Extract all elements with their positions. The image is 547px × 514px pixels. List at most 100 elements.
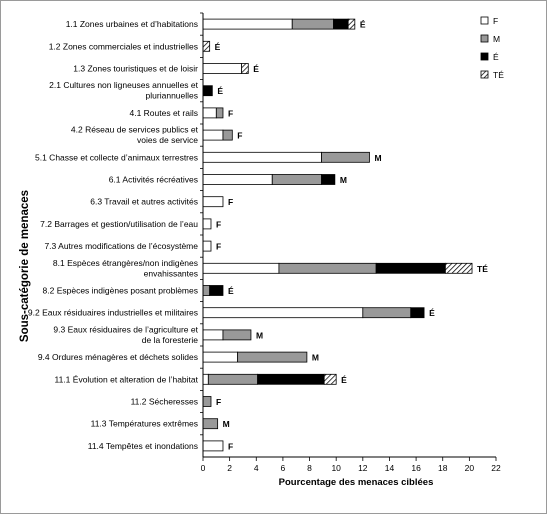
bar-label: É	[253, 64, 259, 74]
x-tick-label: 6	[281, 463, 286, 473]
legend-swatch-M	[480, 34, 489, 43]
category-label: 1.3 Zones touristiques et de loisir	[73, 64, 198, 74]
bar-segment-TÉ	[323, 373, 337, 385]
legend: FMÉ TÉ	[480, 16, 504, 80]
bar-segment-M	[362, 307, 412, 319]
bar-segment-É	[375, 262, 446, 274]
x-tick-label: 12	[358, 463, 368, 473]
category-label: 8.2 Espèces indigènes posant problèmes	[43, 286, 198, 296]
category-label: 1.1 Zones urbaines et d’habitations	[66, 19, 198, 29]
x-tick-label: 2	[227, 463, 232, 473]
bar-segment-F	[202, 262, 280, 274]
category-label: 6.3 Travail et autres activités	[90, 197, 198, 207]
x-tick-label: 18	[438, 463, 448, 473]
legend-swatch-TÉ	[480, 70, 489, 79]
x-tick-label: 14	[385, 463, 395, 473]
category-label: envahissantes	[144, 268, 198, 278]
category-label: 9.3 Eaux résiduaires de l’agriculture et	[53, 324, 198, 334]
bar-segment-F	[202, 351, 239, 363]
bar-label: M	[256, 330, 263, 340]
legend-label: M	[493, 34, 500, 44]
bar-segment-TÉ	[241, 63, 249, 74]
bar-segment-F	[202, 129, 224, 141]
bar-segment-M	[321, 151, 370, 163]
bar-segment-F	[202, 63, 243, 74]
bar-label: F	[228, 197, 233, 207]
category-label: pluriannuelles	[146, 91, 198, 101]
category-label: de la foresterie	[142, 335, 198, 345]
bar-label: TÉ	[477, 264, 488, 274]
y-axis-title: Sous-catégorie de menaces	[19, 190, 31, 342]
bar-label: É	[228, 286, 234, 296]
bar-segment-F	[202, 196, 224, 208]
bar-segment-É	[410, 307, 425, 319]
bar-label: É	[360, 20, 366, 30]
bar-segment-F	[202, 373, 209, 385]
category-label: 4.1 Routes et rails	[129, 108, 198, 118]
bar-label: É	[215, 42, 221, 52]
bar-label: F	[237, 131, 242, 141]
bar-segment-F	[202, 307, 364, 319]
bar-segment-M	[207, 373, 259, 385]
bar-segment-M	[278, 262, 377, 274]
x-tick-label: 8	[307, 463, 312, 473]
bar-segment-F	[202, 18, 293, 30]
bar-segment-M	[222, 129, 233, 141]
bar-segment-TÉ	[444, 262, 473, 274]
bar-segment-F	[202, 329, 224, 341]
category-label: 11.2 Sécheresses	[131, 397, 198, 407]
bar-segment-É	[333, 18, 349, 30]
bar-segment-F	[202, 107, 217, 119]
legend-swatch-F	[480, 16, 489, 25]
bar-segment-F	[202, 440, 224, 452]
category-label: 1.2 Zones commerciales et industrielles	[49, 41, 198, 51]
category-label: 2.1 Cultures non ligneuses annuelles et	[49, 80, 198, 90]
legend-swatch-É	[480, 52, 489, 61]
bar-label: F	[228, 108, 233, 118]
category-label: 7.3 Autres modifications de l’écosystème	[44, 241, 198, 251]
category-label: 11.3 Températures extrêmes	[91, 419, 198, 429]
bar-label: F	[228, 441, 233, 451]
category-label: 4.2 Réseau de services publics et	[71, 125, 199, 135]
x-tick-label: 20	[465, 463, 475, 473]
bar-label: M	[312, 353, 319, 363]
bar-segment-É	[209, 285, 224, 296]
bar-label: É	[429, 308, 435, 318]
bar-segment-M	[202, 396, 212, 407]
labels-layer: É 1.1 Zones urbaines et d’habitations É 1.2…	[28, 19, 488, 451]
bar-segment-M	[271, 174, 322, 185]
category-label: 7.2 Barrages et gestion/utilisation de l…	[40, 219, 198, 229]
category-label: 5.1 Chasse et collecte d’animaux terrest…	[35, 152, 198, 162]
bar-label: F	[216, 219, 221, 229]
x-tick-label: 22	[491, 463, 501, 473]
bar-label: F	[216, 397, 221, 407]
bar-label: É	[217, 86, 223, 96]
bar-segment-TÉ	[202, 40, 211, 52]
x-axis-title: Pourcentage des menaces ciblées	[279, 477, 434, 488]
legend-label: TÉ	[493, 70, 504, 80]
bar-segment-F	[202, 218, 212, 230]
bar-label: M	[223, 419, 230, 429]
bar-segment-F	[202, 240, 212, 252]
bar-segment-F	[202, 151, 322, 163]
bar-segment-M	[237, 351, 308, 363]
x-tick-label: 10	[331, 463, 341, 473]
category-label: 8.1 Espèces étrangères/non indigènes	[53, 258, 198, 268]
x-tick-label: 0	[201, 463, 206, 473]
category-label: 11.4 Tempêtes et inondations	[88, 441, 198, 451]
bar-label: M	[374, 153, 381, 163]
bar-segment-M	[222, 329, 252, 341]
legend-label: F	[493, 16, 498, 26]
bar-segment-É	[257, 373, 325, 385]
category-label: 11.1 Évolution et alteration de l’habita…	[55, 374, 199, 384]
bar-segment-É	[321, 174, 336, 185]
bar-segment-M	[202, 285, 211, 296]
bar-segment-F	[202, 174, 273, 185]
x-tick-label: 4	[254, 463, 259, 473]
legend-label: É	[493, 52, 499, 62]
bar-label: É	[341, 375, 347, 385]
bar-label: M	[340, 175, 347, 185]
axes-layer: 0 2 4 6 8 10 12 14 16 18 20 22	[200, 12, 501, 473]
